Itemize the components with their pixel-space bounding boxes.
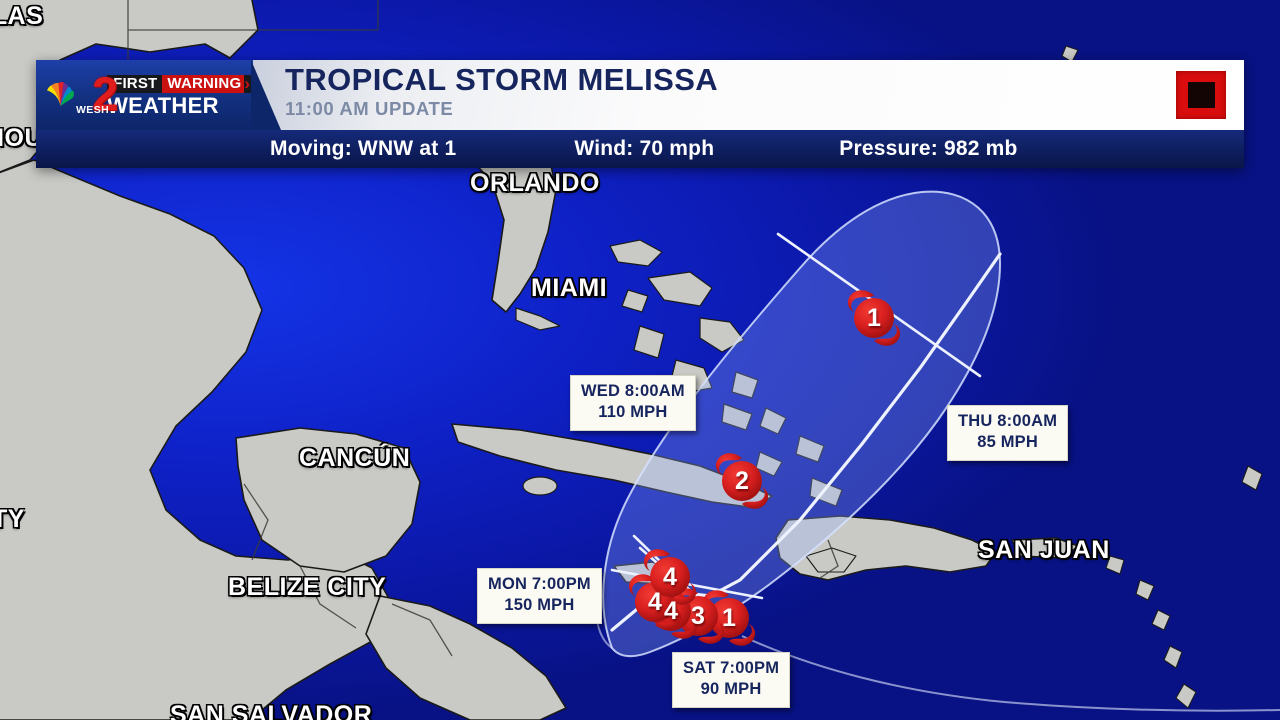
city-label-san-salvador: SAN SALVADOR (170, 701, 373, 720)
station-callsign: WESH (76, 104, 110, 116)
callout-time: MON 7:00PM (488, 575, 591, 593)
title-pane: TROPICAL STORM MELISSA 11:00 AM UPDATE (253, 60, 1244, 130)
city-label-cancun: CANCÚN (299, 444, 411, 472)
warning-label: WARNING (162, 74, 245, 93)
city-label-dallas: LLAS (0, 2, 44, 30)
nbc-peacock-icon (47, 82, 74, 106)
city-label-houston: HOU (0, 124, 44, 152)
network-logo-box (1176, 71, 1226, 119)
weather-label: WEATHER (107, 92, 219, 118)
station-logo: 2 WESH FIRST WARNING › WEATHER (36, 60, 281, 130)
storm-marker-sat[interactable]: 1 (702, 590, 756, 646)
city-label-belize-city: BELIZE CITY (228, 573, 387, 601)
channel-number: 2 (92, 67, 119, 120)
storm-marker-cat4a[interactable]: 4 (643, 549, 697, 605)
callout-time: THU 8:00AM (958, 412, 1058, 430)
page-title: TROPICAL STORM MELISSA (285, 62, 719, 97)
callout-wind: 150 MPH (504, 595, 575, 614)
header-banner: 2 WESH FIRST WARNING › WEATHER TROPICAL … (36, 60, 1244, 168)
forecast-callout-mon: MON 7:00PM 150 MPH (477, 568, 602, 624)
callout-time: SAT 7:00PM (683, 659, 780, 677)
storm-category-label: 4 (664, 596, 678, 625)
storm-category-label: 1 (722, 603, 736, 632)
city-label-key-west: TY (0, 505, 25, 533)
city-label-orlando: ORLANDO (470, 169, 600, 197)
storm-stats-bar: Moving: WNW at 1 Wind: 70 mph Pressure: … (36, 130, 1244, 168)
first-label: FIRST (107, 74, 163, 93)
storm-category-label: 3 (691, 601, 705, 630)
forecast-callout-thu: THU 8:00AM 85 MPH (947, 405, 1069, 461)
city-label-san-juan: SAN JUAN (978, 536, 1110, 564)
storm-marker-thu[interactable]: 1 (847, 290, 901, 346)
storm-marker-wed[interactable]: 2 (715, 453, 769, 509)
chevron-right-icon: › (244, 74, 253, 93)
stat-pressure: Pressure: 982 mb (839, 137, 1018, 160)
storm-category-label: 4 (648, 587, 662, 616)
storm-category-label: 2 (735, 466, 749, 495)
callout-wind: 85 MPH (977, 432, 1038, 451)
stat-moving: Moving: WNW at 1 (270, 137, 457, 160)
storm-category-label: 4 (663, 562, 677, 591)
forecast-callout-sat: SAT 7:00PM 90 MPH (672, 652, 791, 708)
storm-marker-cat4c[interactable]: 4 (644, 583, 698, 639)
storm-marker-mon[interactable]: 4 (628, 574, 682, 630)
callout-wind: 90 MPH (700, 679, 762, 698)
callout-wind: 110 MPH (598, 402, 668, 421)
storm-category-label: 1 (867, 303, 881, 332)
storm-marker-cat3[interactable]: 3 (671, 588, 725, 644)
logo-inner-square (1187, 82, 1215, 108)
forecast-callout-wed: WED 8:00AM 110 MPH (570, 375, 696, 431)
update-time: 11:00 AM UPDATE (285, 97, 454, 119)
city-label-miami: MIAMI (531, 274, 608, 302)
stat-wind: Wind: 70 mph (574, 137, 715, 160)
callout-time: WED 8:00AM (581, 382, 685, 400)
